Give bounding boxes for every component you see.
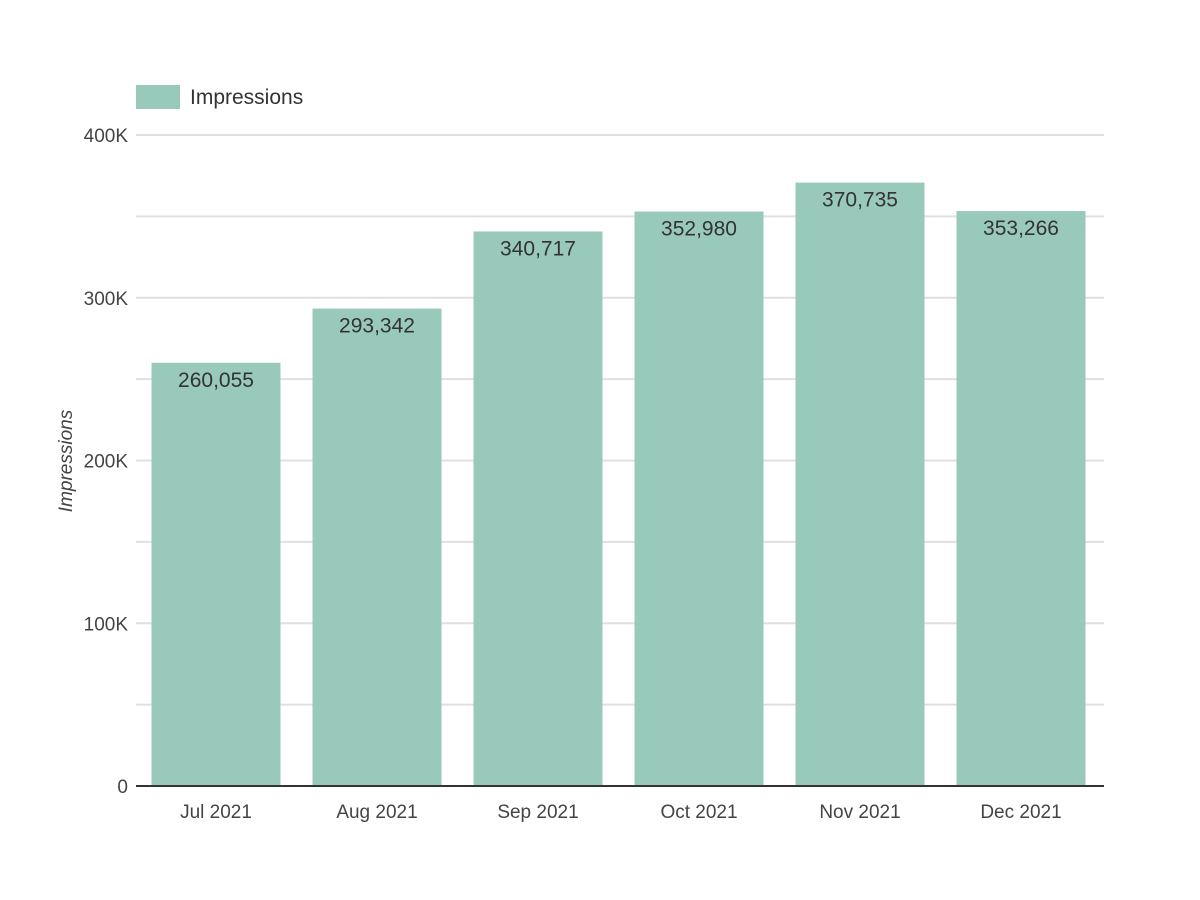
x-tick-label: Nov 2021 [819,802,900,823]
bars [151,182,1086,787]
y-tick-label: 0 [117,777,128,798]
x-axis: Jul 2021 Aug 2021 Sep 2021 Oct 2021 Nov 2021… [136,785,1104,823]
bar [151,362,281,786]
bar [795,182,925,786]
y-tick-label: 100K [84,614,129,635]
data-label: 260,055 [178,369,254,392]
data-label: 340,717 [500,237,576,260]
y-tick-label: 300K [84,289,129,310]
data-label: 352,980 [661,218,737,241]
legend: Impressions [136,85,303,109]
data-label: 293,342 [339,315,415,338]
y-axis-title: Impressions [56,409,77,512]
x-tick-label: Aug 2021 [336,802,417,823]
bar [956,211,1086,787]
y-tick-label: 200K [84,452,129,473]
x-tick-label: Sep 2021 [497,802,578,823]
x-tick-label: Oct 2021 [660,802,737,823]
legend-swatch [136,85,180,109]
bar [312,308,442,786]
data-label: 370,735 [822,189,898,212]
y-tick-label: 400K [84,126,129,147]
x-tick-label: Jul 2021 [180,802,252,823]
gridlines [136,134,1104,706]
data-label: 353,266 [983,217,1059,240]
y-axis: 0 100K 200K 300K 400K [84,126,129,798]
legend-label: Impressions [190,86,303,109]
bar [634,211,764,787]
data-labels: 260,055 293,342 340,717 352,980 370,735 353,2… [178,189,1059,392]
bar [473,231,603,786]
x-tick-label: Dec 2021 [980,802,1061,823]
